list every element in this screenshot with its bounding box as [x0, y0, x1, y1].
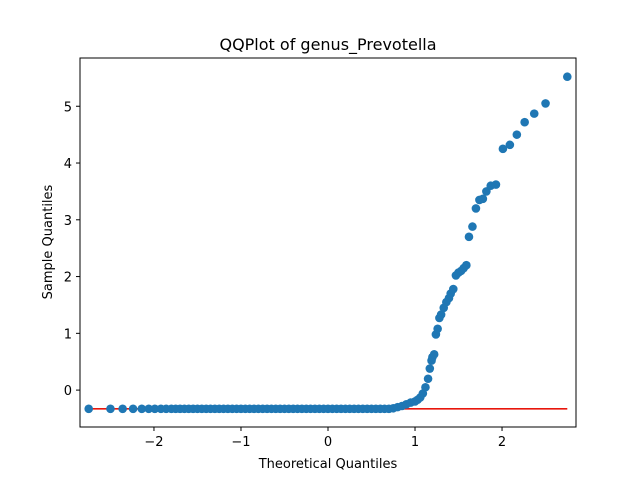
- chart-title: QQPlot of genus_Prevotella: [219, 35, 436, 55]
- x-tick-label: 2: [498, 435, 506, 450]
- data-point: [128, 404, 138, 414]
- data-point: [462, 260, 471, 270]
- data-point: [562, 72, 572, 82]
- data-point: [512, 130, 522, 139]
- data-point: [118, 404, 127, 414]
- data-point: [423, 374, 433, 384]
- data-point: [429, 350, 439, 359]
- data-point: [520, 117, 529, 127]
- y-axis-label: Sample Quantiles: [41, 184, 56, 299]
- y-tick-label: 4: [64, 157, 72, 172]
- data-point: [478, 194, 488, 204]
- data-point: [449, 284, 458, 294]
- y-tick-label: 0: [64, 384, 72, 399]
- y-tick-label: 2: [64, 271, 72, 286]
- data-point: [436, 310, 446, 319]
- data-point: [425, 364, 435, 373]
- x-tick-label: −2: [144, 435, 163, 450]
- x-tick-label: 1: [411, 435, 419, 450]
- x-tick-label: −1: [231, 435, 250, 450]
- data-point: [144, 404, 154, 414]
- data-point: [106, 404, 115, 414]
- axis-ticks: −2 −1 0 1 2 0 1 2 3 4 5: [64, 100, 506, 450]
- data-points: [84, 72, 572, 414]
- data-point: [471, 204, 481, 213]
- data-point: [150, 404, 160, 414]
- data-point: [137, 404, 147, 414]
- data-point: [541, 99, 550, 108]
- data-point: [529, 109, 539, 118]
- x-tick-label: 0: [324, 435, 332, 450]
- data-point: [433, 324, 442, 334]
- data-point: [491, 180, 501, 189]
- data-point: [421, 382, 430, 392]
- plot-area: [79, 57, 577, 428]
- data-point: [84, 404, 94, 414]
- data-point: [468, 222, 477, 231]
- y-tick-label: 1: [64, 327, 72, 342]
- x-axis-label: Theoretical Quantiles: [258, 457, 398, 472]
- y-tick-label: 5: [64, 100, 72, 115]
- data-point: [505, 140, 515, 150]
- y-tick-label: 3: [64, 214, 72, 229]
- data-point: [498, 144, 508, 154]
- data-point: [464, 232, 474, 242]
